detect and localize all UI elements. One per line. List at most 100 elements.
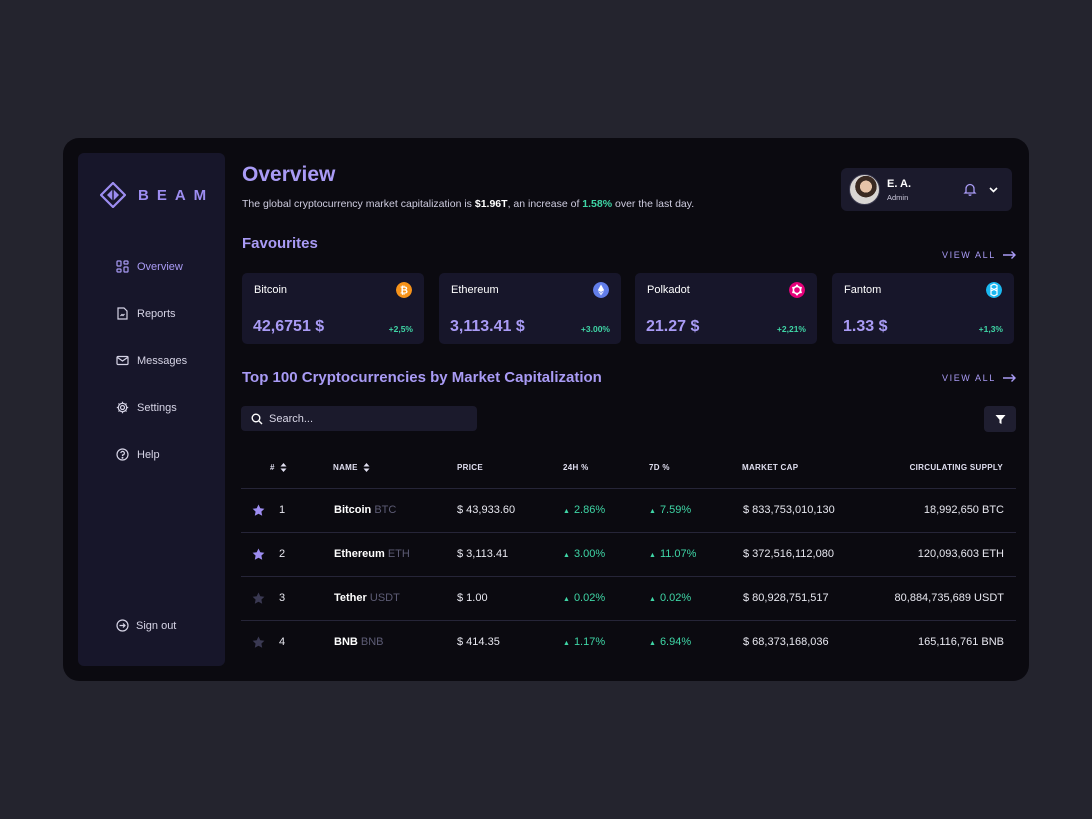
change-value: 2.86%	[573, 504, 606, 516]
beam-logo-icon	[100, 182, 126, 208]
change-24h-cell: ▲ 2.86%	[563, 504, 605, 516]
up-triangle-icon: ▲	[563, 640, 570, 647]
sort-icon	[280, 463, 287, 472]
supply-cell: 120,093,603 ETH	[917, 548, 1004, 560]
coin-symbol: USDT	[369, 592, 400, 604]
change-24h-cell: ▲ 3.00%	[563, 548, 605, 560]
favourite-card-fantom[interactable]: Fantom 1.33 $ +1,3%	[832, 273, 1014, 344]
star-icon[interactable]	[252, 548, 265, 561]
star-icon[interactable]	[252, 636, 265, 649]
star-icon[interactable]	[252, 592, 265, 605]
change-value: 6.94%	[659, 636, 692, 648]
bitcoin-icon: ₿	[396, 282, 412, 298]
column-header-market-cap[interactable]: MARKET CAP	[742, 463, 798, 472]
search-input[interactable]	[269, 412, 469, 425]
up-triangle-icon: ▲	[649, 508, 656, 515]
column-label: PRICE	[457, 463, 483, 472]
price-cell: $ 3,113.41	[457, 548, 509, 560]
change-value: 7.59%	[659, 504, 692, 516]
favourite-card-polkadot[interactable]: Polkadot 21.27 $ +2,21%	[635, 273, 817, 344]
search-box[interactable]	[241, 406, 477, 431]
star-icon[interactable]	[252, 504, 265, 517]
sort-icon	[363, 463, 370, 472]
column-header-price[interactable]: PRICE	[457, 463, 483, 472]
market-cap-cell: $ 68,373,168,036	[743, 636, 829, 648]
card-coin-name: Polkadot	[647, 284, 690, 296]
column-header-24h[interactable]: 24H %	[563, 463, 589, 472]
market-summary: The global cryptocurrency market capital…	[242, 198, 694, 210]
card-price: 1.33 $	[843, 318, 888, 335]
column-label: MARKET CAP	[742, 463, 799, 472]
coin-name: Tether	[334, 592, 367, 604]
up-triangle-icon: ▲	[649, 596, 656, 603]
card-change: +2,5%	[388, 324, 413, 334]
change-value: 3.00%	[573, 548, 606, 560]
table-row[interactable]: 3 Tether USDT $ 1.00 ▲ 0.02% ▲ 0.02% $ 80,…	[241, 576, 1016, 620]
sidebar-item-messages[interactable]: Messages	[116, 337, 187, 384]
card-price: 21.27 $	[646, 318, 700, 335]
rank-cell: 4	[279, 636, 286, 648]
up-triangle-icon: ▲	[649, 552, 656, 559]
sidebar-item-label: Help	[137, 448, 160, 461]
table-row[interactable]: 2 Ethereum ETH $ 3,113.41 ▲ 3.00% ▲ 11.07%…	[241, 532, 1016, 576]
sign-out-button[interactable]: Sign out	[116, 619, 176, 632]
summary-text: over the last day.	[612, 198, 695, 210]
rank-cell: 3	[279, 592, 286, 604]
sidebar-item-settings[interactable]: Settings	[116, 384, 187, 431]
market-cap-value: $1.96T	[474, 198, 508, 210]
sidebar-item-overview[interactable]: Overview	[116, 243, 187, 290]
card-change: +3.00%	[580, 324, 610, 334]
sidebar-item-reports[interactable]: Reports	[116, 290, 187, 337]
up-triangle-icon: ▲	[649, 640, 656, 647]
filter-button[interactable]	[984, 406, 1016, 432]
price-cell: $ 414.35	[457, 636, 500, 648]
bell-icon[interactable]	[963, 182, 977, 196]
sidebar-item-label: Overview	[137, 260, 183, 273]
sidebar-item-help[interactable]: Help	[116, 431, 187, 478]
price-cell: $ 43,933.60	[457, 504, 516, 516]
column-label: CIRCULATING SUPPLY	[909, 463, 1003, 472]
table-row[interactable]: 4 BNB BNB $ 414.35 ▲ 1.17% ▲ 6.94% $ 68,37…	[241, 620, 1016, 664]
sidebar: BEAM Overview Reports Messages	[78, 153, 225, 666]
sidebar-item-label: Reports	[137, 307, 176, 320]
coin-name: BNB	[334, 636, 358, 648]
logo[interactable]: BEAM	[100, 181, 214, 209]
favourites-title: Favourites	[242, 235, 318, 252]
avatar[interactable]	[849, 174, 880, 205]
name-cell[interactable]: Tether USDT	[334, 592, 400, 604]
fantom-icon	[986, 282, 1002, 298]
name-cell[interactable]: BNB BNB	[334, 636, 384, 648]
document-icon	[117, 307, 128, 320]
logo-text: BEAM	[138, 186, 215, 204]
column-header-supply[interactable]: CIRCULATING SUPPLY	[880, 463, 1003, 472]
table-row[interactable]: 1 Bitcoin BTC $ 43,933.60 ▲ 2.86% ▲ 7.59% …	[241, 488, 1016, 532]
user-menu[interactable]: E. A. Admin	[841, 168, 1012, 211]
sign-out-icon	[116, 619, 129, 632]
top100-view-all-link[interactable]: VIEW ALL	[942, 373, 1017, 383]
market-cap-cell: $ 833,753,010,130	[743, 504, 835, 516]
card-price: 42,6751 $	[253, 318, 325, 335]
polkadot-icon	[789, 282, 805, 298]
column-header-7d[interactable]: 7D %	[649, 463, 670, 472]
change-7d-cell: ▲ 11.07%	[649, 548, 696, 560]
sidebar-item-label: Settings	[137, 401, 177, 414]
column-header-name[interactable]: NAME	[333, 463, 370, 472]
user-role: Admin	[887, 193, 909, 202]
svg-text:₿: ₿	[400, 285, 408, 297]
supply-cell: 165,116,761 BNB	[917, 636, 1004, 648]
chevron-down-icon[interactable]	[988, 184, 999, 195]
name-cell[interactable]: Bitcoin BTC	[334, 504, 396, 516]
market-cap-cell: $ 80,928,751,517	[743, 592, 829, 604]
card-change: +2,21%	[776, 324, 806, 334]
card-coin-name: Fantom	[844, 284, 882, 296]
favourite-card-ethereum[interactable]: Ethereum 3,113.41 $ +3.00%	[439, 273, 621, 344]
favourites-view-all-link[interactable]: VIEW ALL	[942, 250, 1017, 260]
up-triangle-icon: ▲	[563, 596, 570, 603]
market-cap-cell: $ 372,516,112,080	[743, 548, 834, 560]
favourite-card-bitcoin[interactable]: Bitcoin ₿ 42,6751 $ +2,5%	[242, 273, 424, 344]
name-cell[interactable]: Ethereum ETH	[334, 548, 410, 560]
column-header-rank[interactable]: #	[270, 463, 287, 472]
supply-cell: 80,884,735,689 USDT	[894, 592, 1004, 604]
filter-icon	[995, 414, 1005, 424]
help-icon	[116, 448, 129, 461]
